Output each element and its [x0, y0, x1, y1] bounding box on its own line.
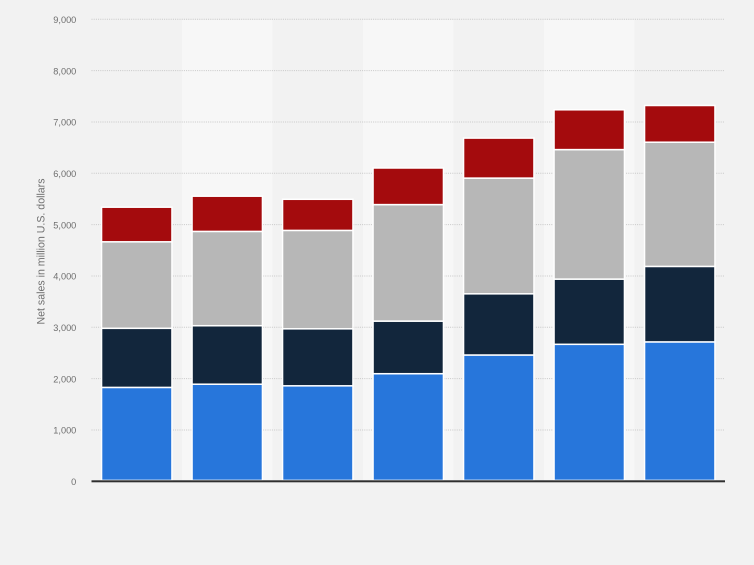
svg-text:9,000: 9,000: [53, 15, 76, 25]
svg-text:4,000: 4,000: [53, 272, 76, 282]
svg-text:8,000: 8,000: [53, 66, 76, 76]
svg-text:7,000: 7,000: [53, 118, 76, 128]
svg-text:6,000: 6,000: [53, 169, 76, 179]
svg-text:Net sales in million U.S. doll: Net sales in million U.S. dollars: [36, 178, 48, 324]
svg-text:1,000: 1,000: [53, 426, 76, 436]
svg-text:5,000: 5,000: [53, 220, 76, 230]
svg-text:2,000: 2,000: [53, 374, 76, 384]
svg-text:0: 0: [71, 477, 76, 487]
svg-text:3,000: 3,000: [53, 323, 76, 333]
